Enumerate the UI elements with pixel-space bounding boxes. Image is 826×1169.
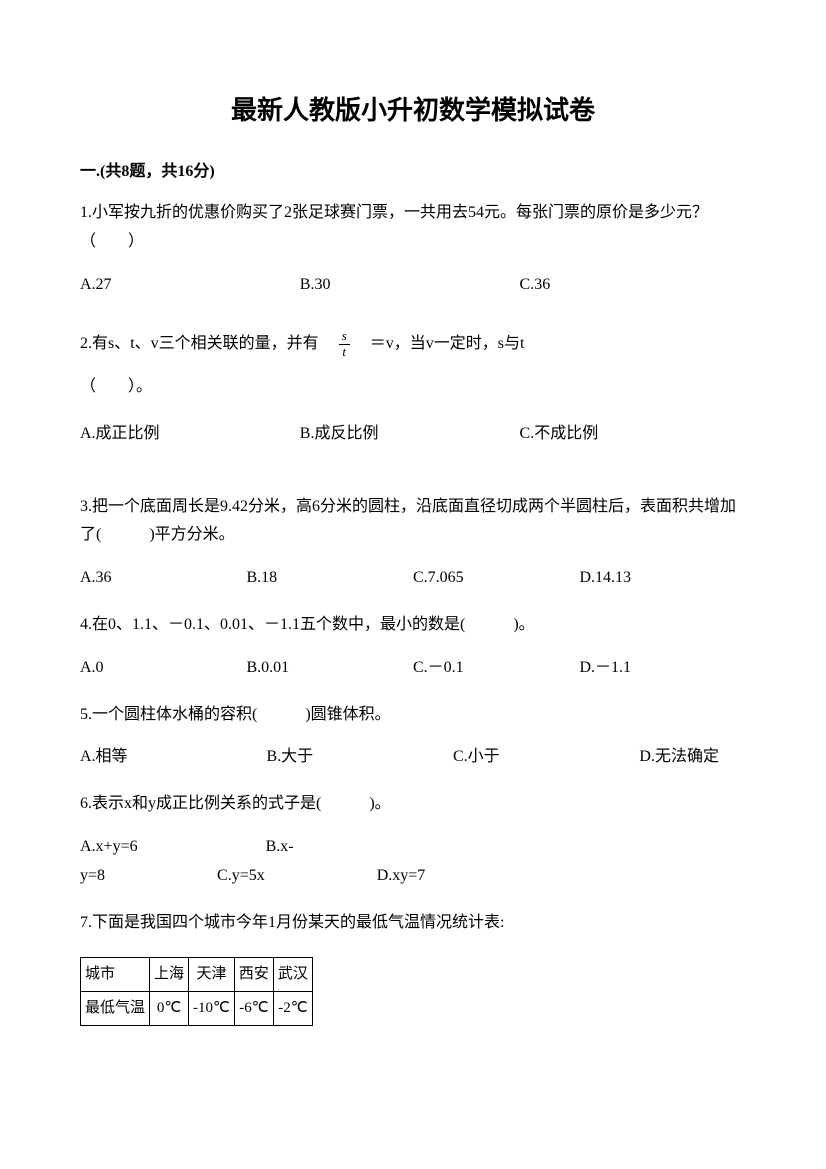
q1-option-a: A.27: [80, 271, 300, 300]
q4-option-c: C.－0.1: [413, 654, 580, 683]
q2-paren: （ ）。: [80, 373, 746, 402]
question-7: 7.下面是我国四个城市今年1月份某天的最低气温情况统计表: 城市 上海 天津 西…: [80, 909, 746, 1027]
q3-option-b: B.18: [247, 564, 414, 593]
fraction-numerator: s: [339, 329, 350, 344]
q1-option-c: C.36: [520, 271, 740, 300]
table-cell: 上海: [150, 958, 189, 992]
q3-options: A.36 B.18 C.7.065 D.14.13: [80, 564, 746, 593]
q1-options: A.27 B.30 C.36: [80, 271, 746, 300]
table-cell: 西安: [234, 958, 273, 992]
q5-text: 5.一个圆柱体水桶的容积( )圆锥体积。: [80, 701, 746, 730]
q4-option-a: A.0: [80, 654, 247, 683]
q5-option-b: B.大于: [266, 743, 452, 772]
question-5: 5.一个圆柱体水桶的容积( )圆锥体积。 A.相等 B.大于 C.小于 D.无法…: [80, 701, 746, 773]
temperature-table: 城市 上海 天津 西安 武汉 最低气温 0℃ -10℃ -6℃ -2℃: [80, 957, 313, 1026]
q2-text-before: 2.有s、t、v三个相关联的量，并有: [80, 330, 335, 359]
q4-option-d: D.－1.1: [580, 654, 747, 683]
q6-options-line2: y=8 C.y=5x D.xy=7: [80, 862, 746, 891]
question-2: 2.有s、t、v三个相关联的量，并有 s t ＝v，当v一定时，s与t （ ）。…: [80, 329, 746, 448]
q6-text: 6.表示x和y成正比例关系的式子是( )。: [80, 790, 746, 819]
q7-text: 7.下面是我国四个城市今年1月份某天的最低气温情况统计表:: [80, 909, 746, 938]
table-cell: -2℃: [273, 992, 312, 1026]
table-cell: -6℃: [234, 992, 273, 1026]
table-cell-city-label: 城市: [81, 958, 150, 992]
table-cell: 0℃: [150, 992, 189, 1026]
q1-option-b: B.30: [300, 271, 520, 300]
q2-option-b: B.成反比例: [300, 420, 520, 449]
section-header: 一.(共8题，共16分): [80, 157, 746, 181]
page-title: 最新人教版小升初数学模拟试卷: [80, 90, 746, 127]
table-cell: 天津: [189, 958, 235, 992]
q4-options: A.0 B.0.01 C.－0.1 D.－1.1: [80, 654, 746, 683]
q5-options: A.相等 B.大于 C.小于 D.无法确定: [80, 743, 746, 772]
table-row: 城市 上海 天津 西安 武汉: [81, 958, 313, 992]
q6-options: A.x+y=6 B.x- y=8 C.y=5x D.xy=7: [80, 833, 746, 891]
q4-option-b: B.0.01: [247, 654, 414, 683]
table-cell: 武汉: [273, 958, 312, 992]
question-6: 6.表示x和y成正比例关系的式子是( )。 A.x+y=6 B.x- y=8 C…: [80, 790, 746, 890]
q5-option-a: A.相等: [80, 743, 266, 772]
question-4: 4.在0、1.1、－0.1、0.01、－1.1五个数中，最小的数是( )。 A.…: [80, 611, 746, 683]
q3-option-d: D.14.13: [580, 564, 747, 593]
question-1: 1.小军按九折的优惠价购买了2张足球赛门票，一共用去54元。每张门票的原价是多少…: [80, 199, 746, 299]
fraction-icon: s t: [339, 329, 350, 359]
table-row: 最低气温 0℃ -10℃ -6℃ -2℃: [81, 992, 313, 1026]
q2-options: A.成正比例 B.成反比例 C.不成比例: [80, 420, 746, 449]
table-cell-temp-label: 最低气温: [81, 992, 150, 1026]
q5-option-c: C.小于: [453, 743, 639, 772]
q1-text: 1.小军按九折的优惠价购买了2张足球赛门票，一共用去54元。每张门票的原价是多少…: [80, 199, 746, 257]
q3-option-a: A.36: [80, 564, 247, 593]
q3-text: 3.把一个底面周长是9.42分米，高6分米的圆柱，沿底面直径切成两个半圆柱后，表…: [80, 493, 746, 551]
q2-option-c: C.不成比例: [520, 420, 740, 449]
q4-text: 4.在0、1.1、－0.1、0.01、－1.1五个数中，最小的数是( )。: [80, 611, 746, 640]
table-cell: -10℃: [189, 992, 235, 1026]
q2-text: 2.有s、t、v三个相关联的量，并有 s t ＝v，当v一定时，s与t: [80, 329, 746, 359]
q2-option-a: A.成正比例: [80, 420, 300, 449]
q6-options-line1: A.x+y=6 B.x-: [80, 833, 746, 862]
q5-option-d: D.无法确定: [639, 743, 746, 772]
q3-option-c: C.7.065: [413, 564, 580, 593]
question-3: 3.把一个底面周长是9.42分米，高6分米的圆柱，沿底面直径切成两个半圆柱后，表…: [80, 493, 746, 593]
fraction-denominator: t: [339, 345, 350, 359]
q2-text-after: ＝v，当v一定时，s与t: [354, 330, 525, 359]
